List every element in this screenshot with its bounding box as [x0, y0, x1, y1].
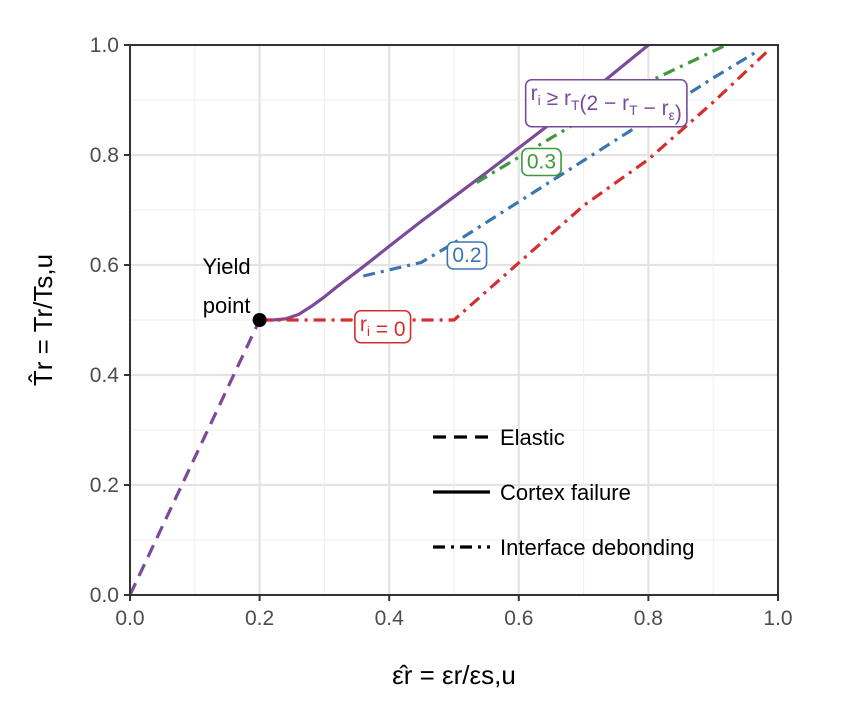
legend-label: Cortex failure — [500, 480, 631, 505]
series-line-3-dotdash — [259, 49, 770, 322]
y-axis-title: T̂r = Tr/Ts,u — [28, 254, 58, 386]
series-label-1: 0.3 — [521, 147, 562, 177]
y-tick-label: 1.0 — [90, 34, 119, 57]
y-tick-label: 0.8 — [90, 144, 119, 167]
series-label-box — [524, 78, 688, 128]
x-tick-label: 0.8 — [634, 607, 663, 630]
series-label-0: ri ≥ rT(2 − rT − rε) — [524, 78, 688, 128]
y-tick-label: 0.0 — [90, 584, 119, 607]
legend-item-dashed: Elastic — [433, 425, 565, 450]
series-line-1-dotdash — [475, 43, 727, 184]
yield-label-line2: point — [203, 293, 251, 318]
series-label-text: 0.2 — [452, 244, 481, 267]
yield-point-annotation: Yield point — [203, 254, 267, 327]
series-label-box — [521, 147, 562, 177]
series-label-text: ri ≥ rT(2 − rT − rε) — [531, 82, 682, 125]
series-labels: ri ≥ rT(2 − rT − rε) 0.3 0.2 ri = 0 — [354, 78, 688, 344]
series-label-2: 0.2 — [446, 241, 488, 270]
plot-frame — [129, 44, 779, 596]
y-tick-label: 0.2 — [90, 474, 119, 497]
y-tick-label: 0.4 — [90, 364, 120, 387]
series-label-box — [354, 309, 412, 344]
series-label-3: ri = 0 — [354, 309, 412, 344]
yield-point-marker — [252, 313, 267, 327]
yield-label-line1: Yield — [203, 254, 251, 279]
legend-label: Interface debonding — [500, 535, 695, 560]
x-tick-label: 0.2 — [245, 607, 274, 630]
series-label-text: 0.3 — [527, 151, 556, 174]
series-label-box — [446, 241, 488, 270]
x-tick-label: 0.6 — [504, 607, 533, 630]
series-label-text: ri = 0 — [360, 313, 406, 341]
legend-item-solid: Cortex failure — [433, 480, 631, 505]
x-axis-title: ε̂r = εr/εs,u — [392, 660, 516, 690]
x-tick-label: 0.4 — [375, 607, 405, 630]
legend: Elastic Cortex failure Interface debonding — [433, 425, 695, 560]
axis-ticks: 0.0 0.2 0.4 0.6 0.8 1.0 0.0 0.2 0.4 0.6 0.8 1.0 — [90, 34, 793, 630]
y-tick-label: 0.6 — [90, 254, 119, 277]
series-line-0-dashed — [128, 319, 262, 596]
legend-label: Elastic — [500, 425, 565, 450]
x-tick-label: 1.0 — [763, 607, 792, 630]
x-tick-label: 0.0 — [115, 607, 144, 630]
legend-item-dotdash: Interface debonding — [433, 535, 695, 560]
